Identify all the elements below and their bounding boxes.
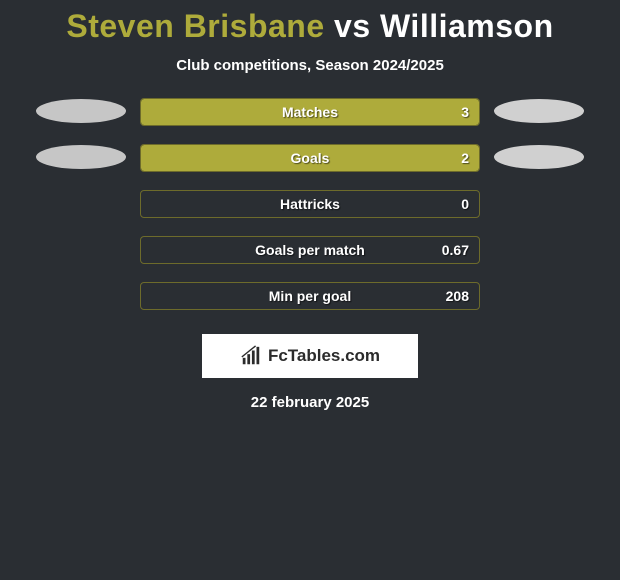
stat-value: 0.67 xyxy=(442,242,469,258)
logo-box: FcTables.com xyxy=(202,334,418,378)
stat-row: Goals per match0.67 xyxy=(10,236,610,264)
stat-label: Min per goal xyxy=(141,288,479,304)
logo-text: FcTables.com xyxy=(268,346,380,366)
page-title: Steven Brisbane vs Williamson xyxy=(0,0,620,45)
logo-suffix: .com xyxy=(340,346,380,365)
stats-container: Matches3Goals2Hattricks0Goals per match0… xyxy=(0,98,620,310)
stat-row: Matches3 xyxy=(10,98,610,126)
date-label: 22 february 2025 xyxy=(0,394,620,411)
right-token xyxy=(494,283,584,309)
stat-bar: Hattricks0 xyxy=(140,190,480,218)
right-ellipse-icon xyxy=(494,145,584,169)
stat-bar: Matches3 xyxy=(140,98,480,126)
subtitle: Club competitions, Season 2024/2025 xyxy=(0,57,620,74)
left-ellipse-icon xyxy=(36,99,126,123)
stat-bar: Goals2 xyxy=(140,144,480,172)
right-token xyxy=(494,145,584,171)
title-player-b: Williamson xyxy=(380,8,554,44)
stat-row: Goals2 xyxy=(10,144,610,172)
right-token xyxy=(494,99,584,125)
left-token xyxy=(36,191,126,217)
title-player-a: Steven Brisbane xyxy=(66,8,324,44)
stat-label: Matches xyxy=(141,104,479,120)
stat-label: Goals per match xyxy=(141,242,479,258)
stat-bar: Min per goal208 xyxy=(140,282,480,310)
stat-label: Goals xyxy=(141,150,479,166)
left-token xyxy=(36,237,126,263)
right-token xyxy=(494,191,584,217)
stat-row: Min per goal208 xyxy=(10,282,610,310)
left-token xyxy=(36,99,126,125)
stat-value: 3 xyxy=(461,104,469,120)
title-vs: vs xyxy=(334,8,371,44)
stat-label: Hattricks xyxy=(141,196,479,212)
right-ellipse-icon xyxy=(494,99,584,123)
left-token xyxy=(36,145,126,171)
right-token xyxy=(494,237,584,263)
left-ellipse-icon xyxy=(36,145,126,169)
stat-bar: Goals per match0.67 xyxy=(140,236,480,264)
logo-prefix: Fc xyxy=(268,346,288,365)
stat-value: 2 xyxy=(461,150,469,166)
chart-icon xyxy=(240,345,262,367)
stat-value: 208 xyxy=(446,288,469,304)
stat-value: 0 xyxy=(461,196,469,212)
logo-main: Tables xyxy=(288,346,341,365)
left-token xyxy=(36,283,126,309)
stat-row: Hattricks0 xyxy=(10,190,610,218)
